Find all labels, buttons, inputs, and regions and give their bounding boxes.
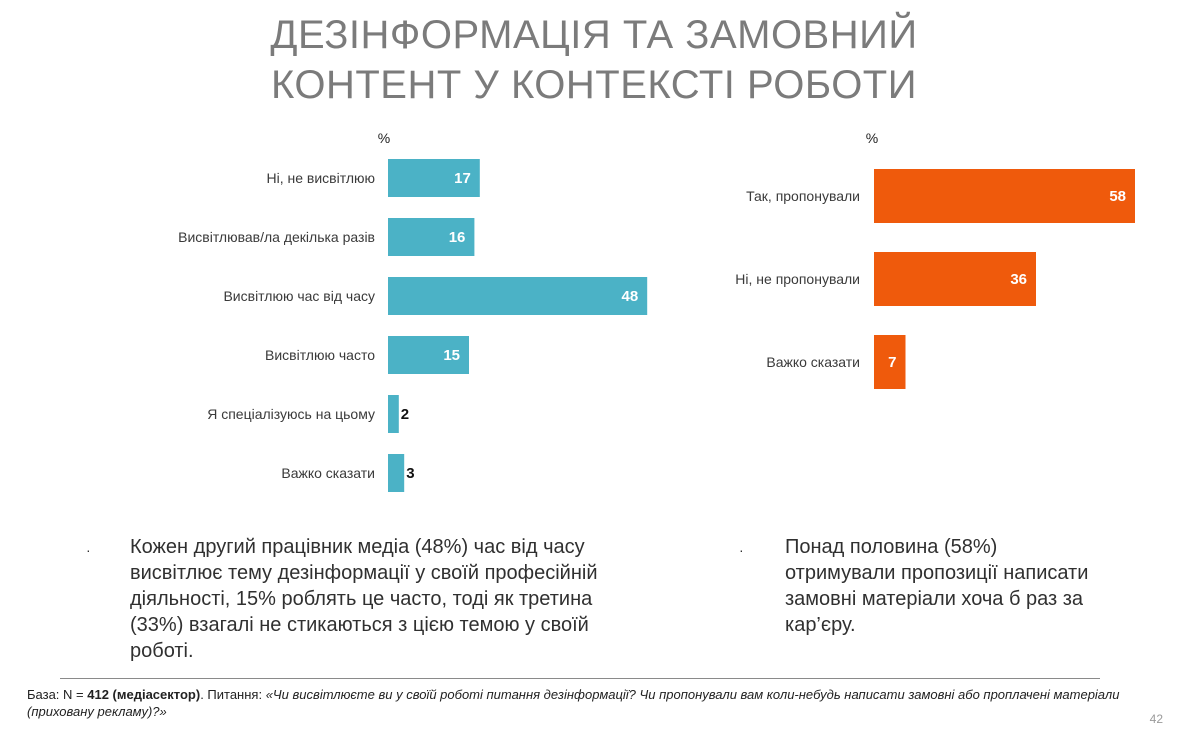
data-label: 7 (888, 354, 896, 371)
data-label: 3 (406, 465, 414, 482)
left-bullet-line: (33%) взагалі не стикаються з цією темою… (130, 614, 589, 636)
bar (388, 277, 648, 315)
unit-label-0: % (378, 130, 390, 146)
footnote-base-prefix: База: N = (27, 687, 88, 702)
bar (388, 218, 475, 256)
data-label: 15 (443, 347, 460, 364)
footnote-question-prefix: . Питання: (200, 687, 266, 702)
right-bullet-line: кар’єру. (785, 614, 856, 636)
category-label: Ні, не висвітлюю (267, 170, 376, 186)
left-bullet-marker: · (86, 542, 91, 558)
data-label: 48 (622, 288, 639, 305)
page-number: 42 (1149, 712, 1163, 726)
footnote-base-value: 412 (медіасектор) (87, 687, 201, 702)
unit-label-1: % (866, 130, 878, 146)
right-bullet-line: отримували пропозиції написати (785, 562, 1089, 584)
left-bullet-line: висвітлює тему дезінформації у своїй про… (130, 562, 598, 584)
footnote-divider (60, 678, 1100, 679)
data-label: 16 (449, 229, 466, 246)
left-bullet-line: діяльності, 15% роблять це часто, тоді я… (130, 588, 593, 610)
category-label: Важко сказати (281, 465, 375, 481)
footnote-question: «Чи висвітлюєте ви у своїй роботі питанн… (27, 687, 1120, 719)
right-bullet-text: Понад половина (58%) отримували пропозиц… (785, 534, 1088, 638)
right-bullet-line: Понад половина (58%) (785, 536, 998, 558)
bar (874, 169, 1135, 223)
page-title: ДЕЗІНФОРМАЦІЯ ТА ЗАМОВНИЙ КОНТЕНТ У КОНТ… (0, 10, 1188, 110)
bar-charts: % Ні, не висвітлюю 17 Висвітлював/ла декіль… (178, 130, 1135, 492)
bar (388, 395, 399, 433)
category-label: Я спеціалізуюсь на цьому (207, 406, 375, 422)
left-bullet-text: Кожен другий працівник медіа (48%) час в… (130, 534, 598, 664)
right-bullet-line: замовні матеріали хоча б раз за (785, 588, 1084, 610)
page-title-line-2: КОНТЕНТ У КОНТЕКСТІ РОБОТИ (271, 63, 917, 107)
category-label: Висвітлював/ла декілька разів (178, 229, 375, 245)
category-label: Висвітлюю часто (265, 347, 375, 363)
page-title-line-1: ДЕЗІНФОРМАЦІЯ ТА ЗАМОВНИЙ (270, 13, 918, 57)
data-label: 36 (1010, 271, 1027, 288)
category-label: Ні, не пропонували (735, 271, 860, 287)
category-label: Важко сказати (766, 354, 860, 370)
bar (874, 252, 1036, 306)
bar (874, 335, 906, 389)
left-bullet-line: Кожен другий працівник медіа (48%) час в… (130, 536, 585, 558)
bar (388, 454, 405, 492)
data-label: 17 (454, 170, 471, 187)
left-bullet-line: роботі. (130, 640, 194, 662)
bar (388, 159, 480, 197)
right-bullet-marker: · (739, 542, 744, 558)
category-label: Так, пропонували (746, 188, 860, 204)
bar (388, 336, 469, 374)
data-label: 2 (401, 406, 409, 423)
category-label: Висвітлюю час від часу (223, 288, 375, 304)
footnote: База: N = 412 (медіасектор). Питання: «Ч… (27, 686, 1157, 720)
data-label: 58 (1109, 188, 1126, 205)
